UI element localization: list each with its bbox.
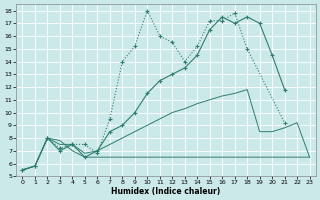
X-axis label: Humidex (Indice chaleur): Humidex (Indice chaleur) <box>111 187 221 196</box>
